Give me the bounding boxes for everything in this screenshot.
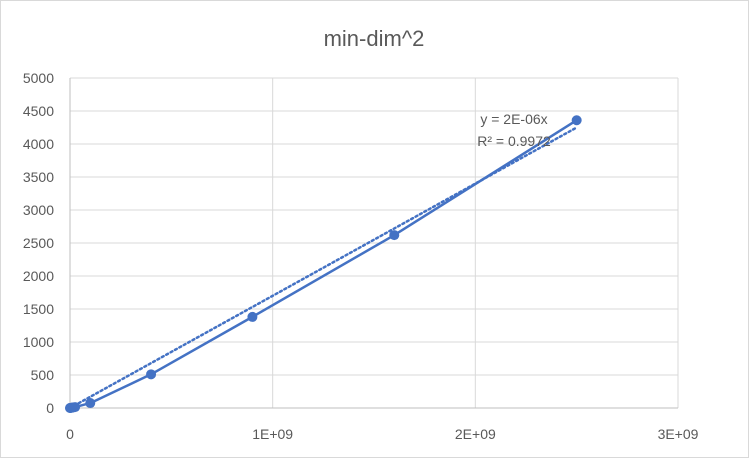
data-point [571, 115, 582, 126]
y-tick-label: 2500 [23, 235, 54, 251]
y-axis-ticks: 0 500 1000 1500 2000 2500 3000 3500 4000 4500 5000 [23, 70, 54, 416]
axes [69, 78, 678, 409]
x-axis-ticks: 0 1E+09 2E+09 3E+09 [66, 426, 699, 442]
trendline-path [68, 126, 578, 410]
x-tick-label: 2E+09 [455, 426, 496, 442]
y-tick-label: 4000 [23, 136, 54, 152]
data-point [85, 398, 96, 409]
y-tick-label: 1500 [23, 301, 54, 317]
x-tick-label: 3E+09 [658, 426, 699, 442]
chart-title: min-dim^2 [324, 26, 425, 51]
data-point [247, 311, 258, 322]
data-point [70, 402, 81, 413]
data-point [389, 230, 400, 241]
y-tick-label: 2000 [23, 268, 54, 284]
data-points [65, 115, 582, 413]
trendline-r-squared: R² = 0.9972 [477, 133, 551, 149]
gridlines [70, 77, 679, 408]
trendline [68, 126, 578, 410]
data-point [146, 369, 157, 380]
y-tick-label: 3000 [23, 202, 54, 218]
y-tick-label: 1000 [23, 334, 54, 350]
y-tick-label: 4500 [23, 103, 54, 119]
y-tick-label: 0 [46, 400, 54, 416]
trendline-equation: y = 2E-06x [480, 111, 547, 127]
x-tick-label: 0 [66, 426, 74, 442]
y-tick-label: 5000 [23, 70, 54, 86]
y-tick-label: 3500 [23, 169, 54, 185]
y-tick-label: 500 [31, 367, 55, 383]
x-tick-label: 1E+09 [252, 426, 293, 442]
